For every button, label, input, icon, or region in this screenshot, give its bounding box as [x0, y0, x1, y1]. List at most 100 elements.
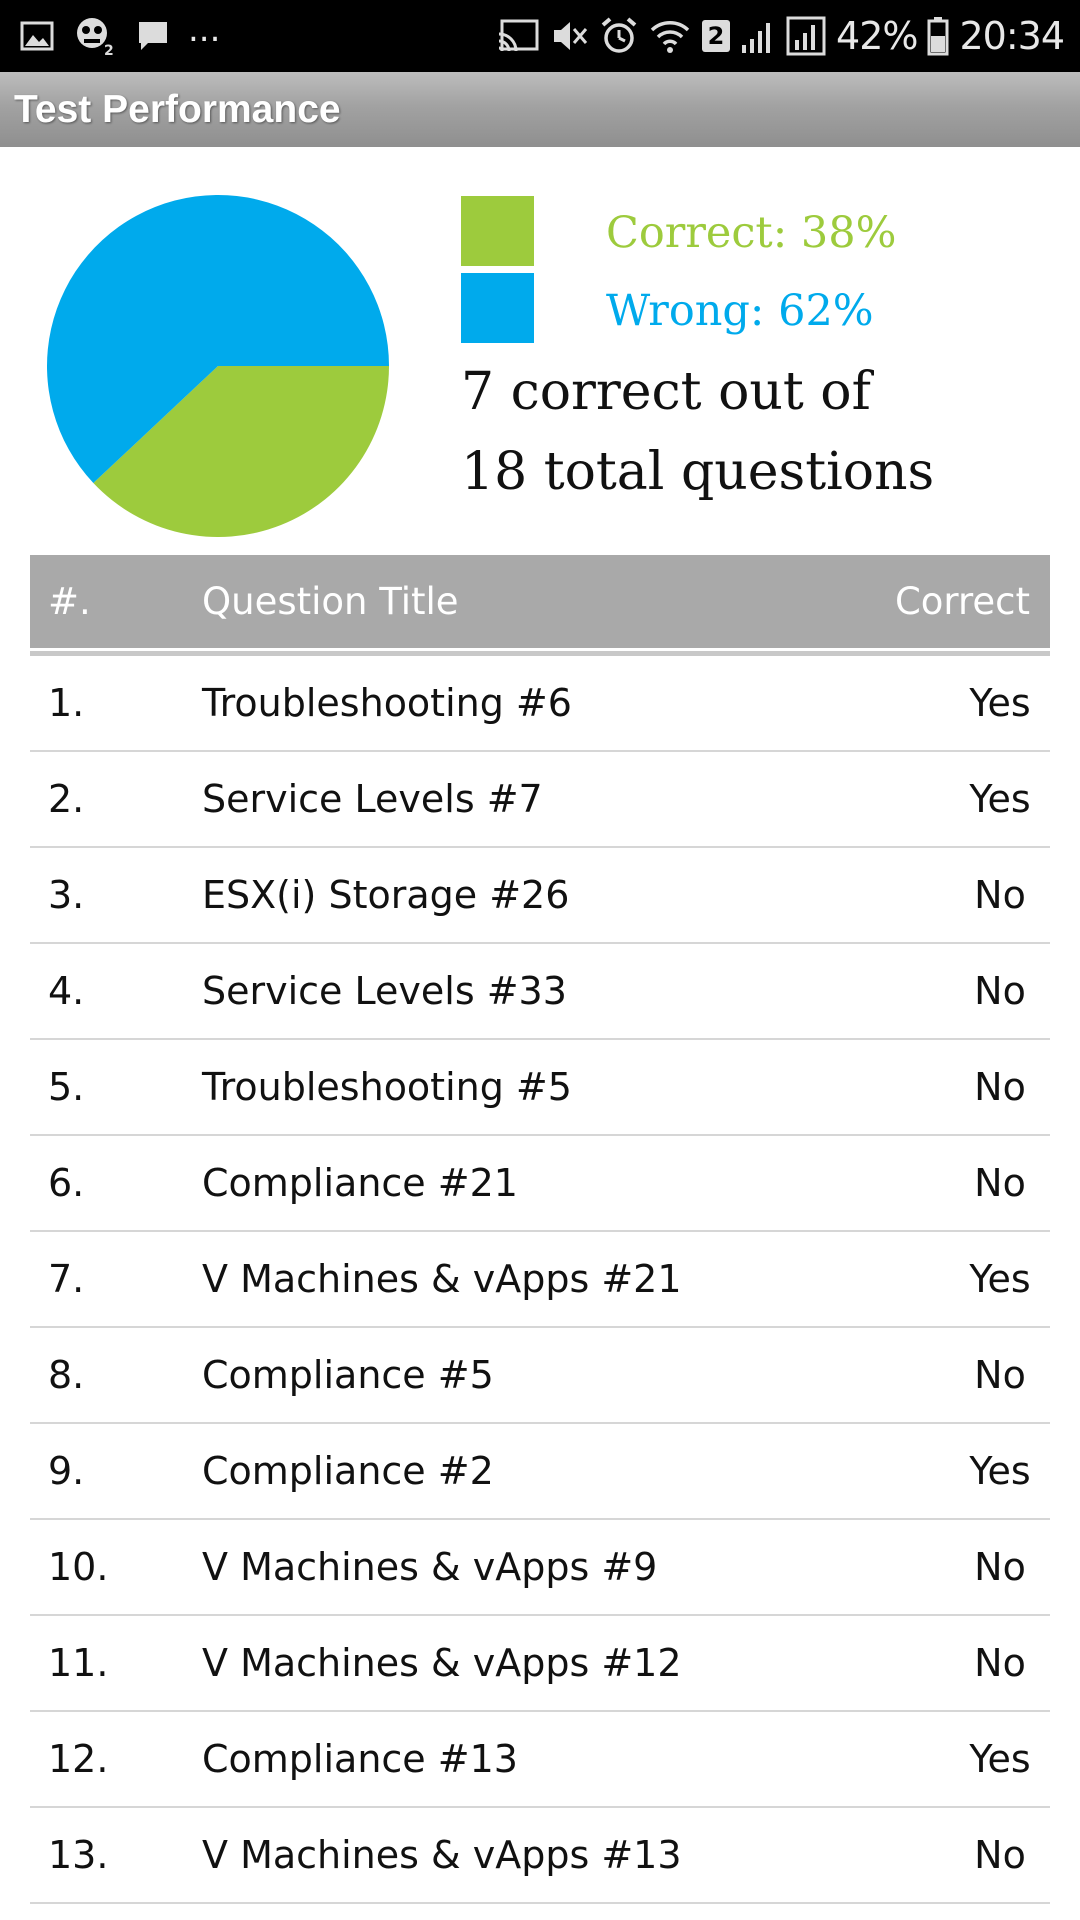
game-icon: 2 — [77, 18, 114, 57]
row-number: 10. — [48, 1545, 109, 1589]
row-correct-value: No — [974, 1161, 1026, 1205]
row-question-title: Compliance #5 — [202, 1353, 494, 1397]
row-correct-value: No — [974, 1353, 1026, 1397]
svg-text:2: 2 — [104, 43, 114, 57]
battery-percent: 42% — [836, 14, 918, 58]
row-correct-value: No — [974, 1833, 1026, 1877]
pie-slice-wrong — [47, 195, 389, 484]
row-number: 9. — [48, 1449, 85, 1493]
row-correct-value: No — [974, 1545, 1026, 1589]
row-correct-cell: No — [820, 873, 1050, 917]
row-question-title: V Machines & vApps #13 — [202, 1833, 682, 1877]
table-row[interactable]: 12. Compliance #13 Yes — [30, 1712, 1050, 1808]
row-correct-cell: Yes — [820, 1737, 1050, 1781]
row-correct-cell: No — [820, 969, 1050, 1013]
legend-label-correct: Correct: 38% — [606, 208, 897, 258]
row-question-title: V Machines & vApps #21 — [202, 1257, 682, 1301]
row-number: 1. — [48, 681, 85, 725]
row-correct-cell: Yes — [820, 777, 1050, 821]
summary-correct-count: 7 correct out of — [461, 362, 871, 422]
row-correct-value: No — [974, 1065, 1026, 1109]
row-question-title: Service Levels #33 — [202, 969, 567, 1013]
table-row[interactable]: 13. V Machines & vApps #13 No — [30, 1808, 1050, 1904]
row-question-title: Troubleshooting #5 — [202, 1065, 572, 1109]
legend-swatch-correct — [461, 196, 534, 266]
row-number: 4. — [48, 969, 85, 1013]
page-title: Test Performance — [14, 87, 341, 131]
table-row[interactable]: 3. ESX(i) Storage #26 No — [30, 848, 1050, 944]
signal-icon — [742, 23, 771, 53]
battery-icon — [927, 17, 949, 56]
row-correct-value: Yes — [969, 1257, 1031, 1301]
table-row[interactable]: 5. Troubleshooting #5 No — [30, 1040, 1050, 1136]
summary-total-questions: 18 total questions — [461, 442, 935, 502]
row-correct-cell: No — [820, 1065, 1050, 1109]
row-correct-cell: No — [820, 1833, 1050, 1877]
legend-label-wrong: Wrong: 62% — [606, 286, 874, 336]
more-notifications: ... — [188, 10, 221, 50]
cast-icon — [498, 19, 539, 52]
table-row[interactable]: 9. Compliance #2 Yes — [30, 1424, 1050, 1520]
wifi-icon — [650, 21, 690, 53]
notification-icons: 2 ... — [20, 10, 220, 57]
row-correct-value: Yes — [969, 681, 1031, 725]
table-row[interactable]: 11. V Machines & vApps #12 No — [30, 1616, 1050, 1712]
row-number: 11. — [48, 1641, 109, 1685]
system-icons: 2 42% 20:34 — [496, 14, 1065, 58]
row-number: 6. — [48, 1161, 85, 1205]
table-row[interactable]: 4. Service Levels #33 No — [30, 944, 1050, 1040]
alarm-icon — [601, 17, 637, 53]
row-question-title: Compliance #13 — [202, 1737, 518, 1781]
row-question-title: ESX(i) Storage #26 — [202, 873, 570, 917]
row-correct-value: Yes — [969, 1449, 1031, 1493]
app-bar: Test Performance — [0, 72, 1080, 147]
mute-icon — [554, 22, 588, 50]
row-correct-value: No — [974, 1641, 1026, 1685]
row-question-title: V Machines & vApps #12 — [202, 1641, 682, 1685]
row-number: 12. — [48, 1737, 109, 1781]
header-divider — [30, 651, 1050, 656]
row-question-title: V Machines & vApps #9 — [202, 1545, 658, 1589]
gallery-icon — [20, 21, 54, 51]
table-row[interactable]: 10. V Machines & vApps #9 No — [30, 1520, 1050, 1616]
row-correct-cell: No — [820, 1545, 1050, 1589]
table-row[interactable]: 7. V Machines & vApps #21 Yes — [30, 1232, 1050, 1328]
row-question-title: Compliance #21 — [202, 1161, 518, 1205]
row-number: 5. — [48, 1065, 85, 1109]
row-correct-cell: No — [820, 1161, 1050, 1205]
row-number: 3. — [48, 873, 85, 917]
row-number: 7. — [48, 1257, 85, 1301]
row-correct-value: No — [974, 873, 1026, 917]
row-correct-value: No — [974, 969, 1026, 1013]
row-question-title: Service Levels #7 — [202, 777, 543, 821]
status-bar: 2 ... 2 — [0, 0, 1080, 72]
row-number: 13. — [48, 1833, 109, 1877]
table-row[interactable]: 2. Service Levels #7 Yes — [30, 752, 1050, 848]
results-table: #. Question Title Correct 1. Troubleshoot… — [30, 555, 1050, 1904]
row-correct-cell: No — [820, 1641, 1050, 1685]
row-number: 2. — [48, 777, 85, 821]
row-correct-value: Yes — [969, 777, 1031, 821]
row-correct-cell: Yes — [820, 1449, 1050, 1493]
row-correct-value: Yes — [969, 1737, 1031, 1781]
table-row[interactable]: 1. Troubleshooting #6 Yes — [30, 656, 1050, 752]
results-pie-chart — [47, 195, 389, 537]
row-question-title: Compliance #2 — [202, 1449, 494, 1493]
table-body: 1. Troubleshooting #6 Yes 2. Service Levels … — [30, 656, 1050, 1904]
pie-slice-correct — [93, 366, 389, 537]
row-correct-cell: Yes — [820, 681, 1050, 725]
row-question-title: Troubleshooting #6 — [202, 681, 572, 725]
row-number: 8. — [48, 1353, 85, 1397]
header-number: #. — [48, 580, 91, 623]
row-correct-cell: Yes — [820, 1257, 1050, 1301]
clock: 20:34 — [959, 14, 1065, 58]
header-question-title: Question Title — [202, 580, 459, 623]
message-icon — [139, 22, 167, 50]
table-row[interactable]: 6. Compliance #21 No — [30, 1136, 1050, 1232]
table-row[interactable]: 8. Compliance #5 No — [30, 1328, 1050, 1424]
table-header: #. Question Title Correct — [30, 555, 1050, 651]
sim-2-icon: 2 — [702, 20, 731, 52]
row-correct-cell: No — [820, 1353, 1050, 1397]
signal-icon — [786, 16, 826, 56]
legend-swatch-wrong — [461, 273, 534, 343]
